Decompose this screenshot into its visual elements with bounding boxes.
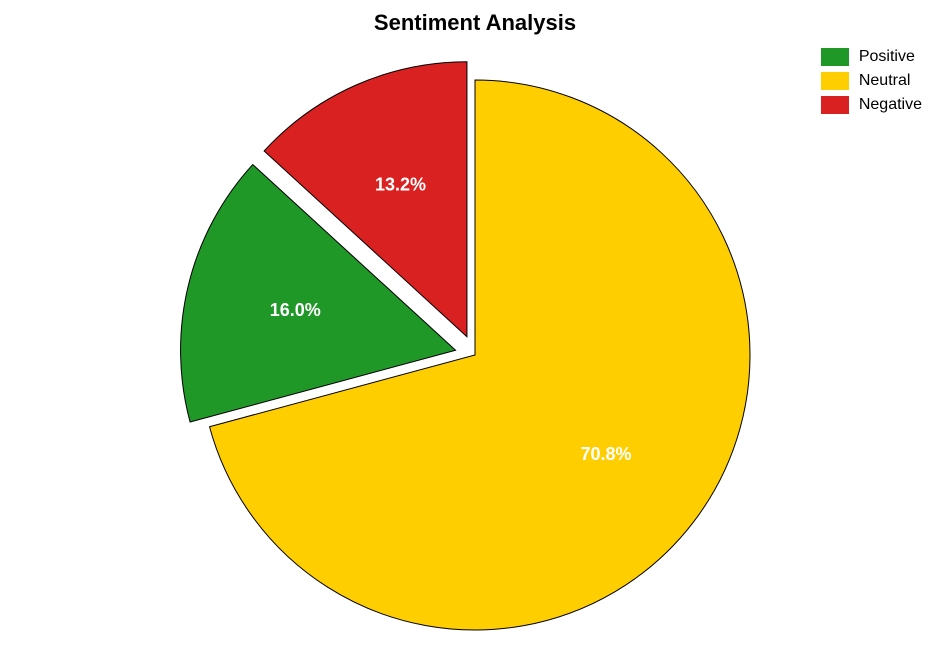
legend-item-neutral: Neutral xyxy=(821,72,922,90)
legend-label-neutral: Neutral xyxy=(859,72,911,90)
slice-label-positive: 16.0% xyxy=(270,300,321,320)
legend-label-negative: Negative xyxy=(859,96,922,114)
chart-title: Sentiment Analysis xyxy=(0,10,950,36)
pie-svg: 70.8% 16.0% 13.2% xyxy=(140,45,810,665)
legend-swatch-positive xyxy=(821,48,849,66)
legend-item-positive: Positive xyxy=(821,48,922,66)
legend-swatch-neutral xyxy=(821,72,849,90)
slice-label-neutral: 70.8% xyxy=(580,444,631,464)
legend-swatch-negative xyxy=(821,96,849,114)
legend: Positive Neutral Negative xyxy=(821,48,922,120)
slice-label-negative: 13.2% xyxy=(375,174,426,194)
legend-label-positive: Positive xyxy=(859,48,915,66)
legend-item-negative: Negative xyxy=(821,96,922,114)
sentiment-pie-chart: Sentiment Analysis 70.8% 16.0% 13.2% Posit… xyxy=(0,0,950,662)
